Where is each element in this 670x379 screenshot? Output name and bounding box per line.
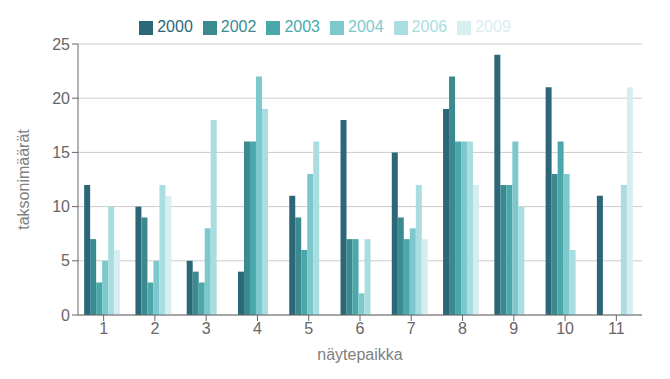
svg-text:20: 20 [52, 90, 70, 107]
svg-text:2: 2 [150, 320, 159, 337]
svg-text:10: 10 [52, 198, 70, 215]
svg-text:15: 15 [52, 144, 70, 161]
svg-text:näytepaikka: näytepaikka [317, 346, 402, 363]
svg-text:8: 8 [458, 320, 467, 337]
html-text:2004: 2004 [348, 18, 384, 35]
svg-text:4: 4 [253, 320, 262, 337]
svg-text:taksonimäärät: taksonimäärät [15, 129, 32, 230]
svg-text:11: 11 [608, 320, 625, 337]
svg-text:3: 3 [202, 320, 211, 337]
svg-text:7: 7 [407, 320, 416, 337]
html-text:2009: 2009 [475, 18, 511, 35]
svg-text:5: 5 [61, 252, 70, 269]
html-text:2006: 2006 [411, 18, 448, 35]
html-text:2003: 2003 [284, 18, 320, 35]
svg-text:5: 5 [304, 320, 313, 337]
svg-text:25: 25 [52, 36, 70, 53]
svg-text:6: 6 [356, 320, 365, 337]
svg-text:9: 9 [509, 320, 518, 337]
svg-text:0: 0 [61, 307, 70, 324]
html-text:2002: 2002 [220, 18, 257, 35]
svg-text:1: 1 [99, 320, 108, 337]
svg-text:10: 10 [556, 320, 574, 337]
html-text:2000: 2000 [157, 18, 193, 35]
